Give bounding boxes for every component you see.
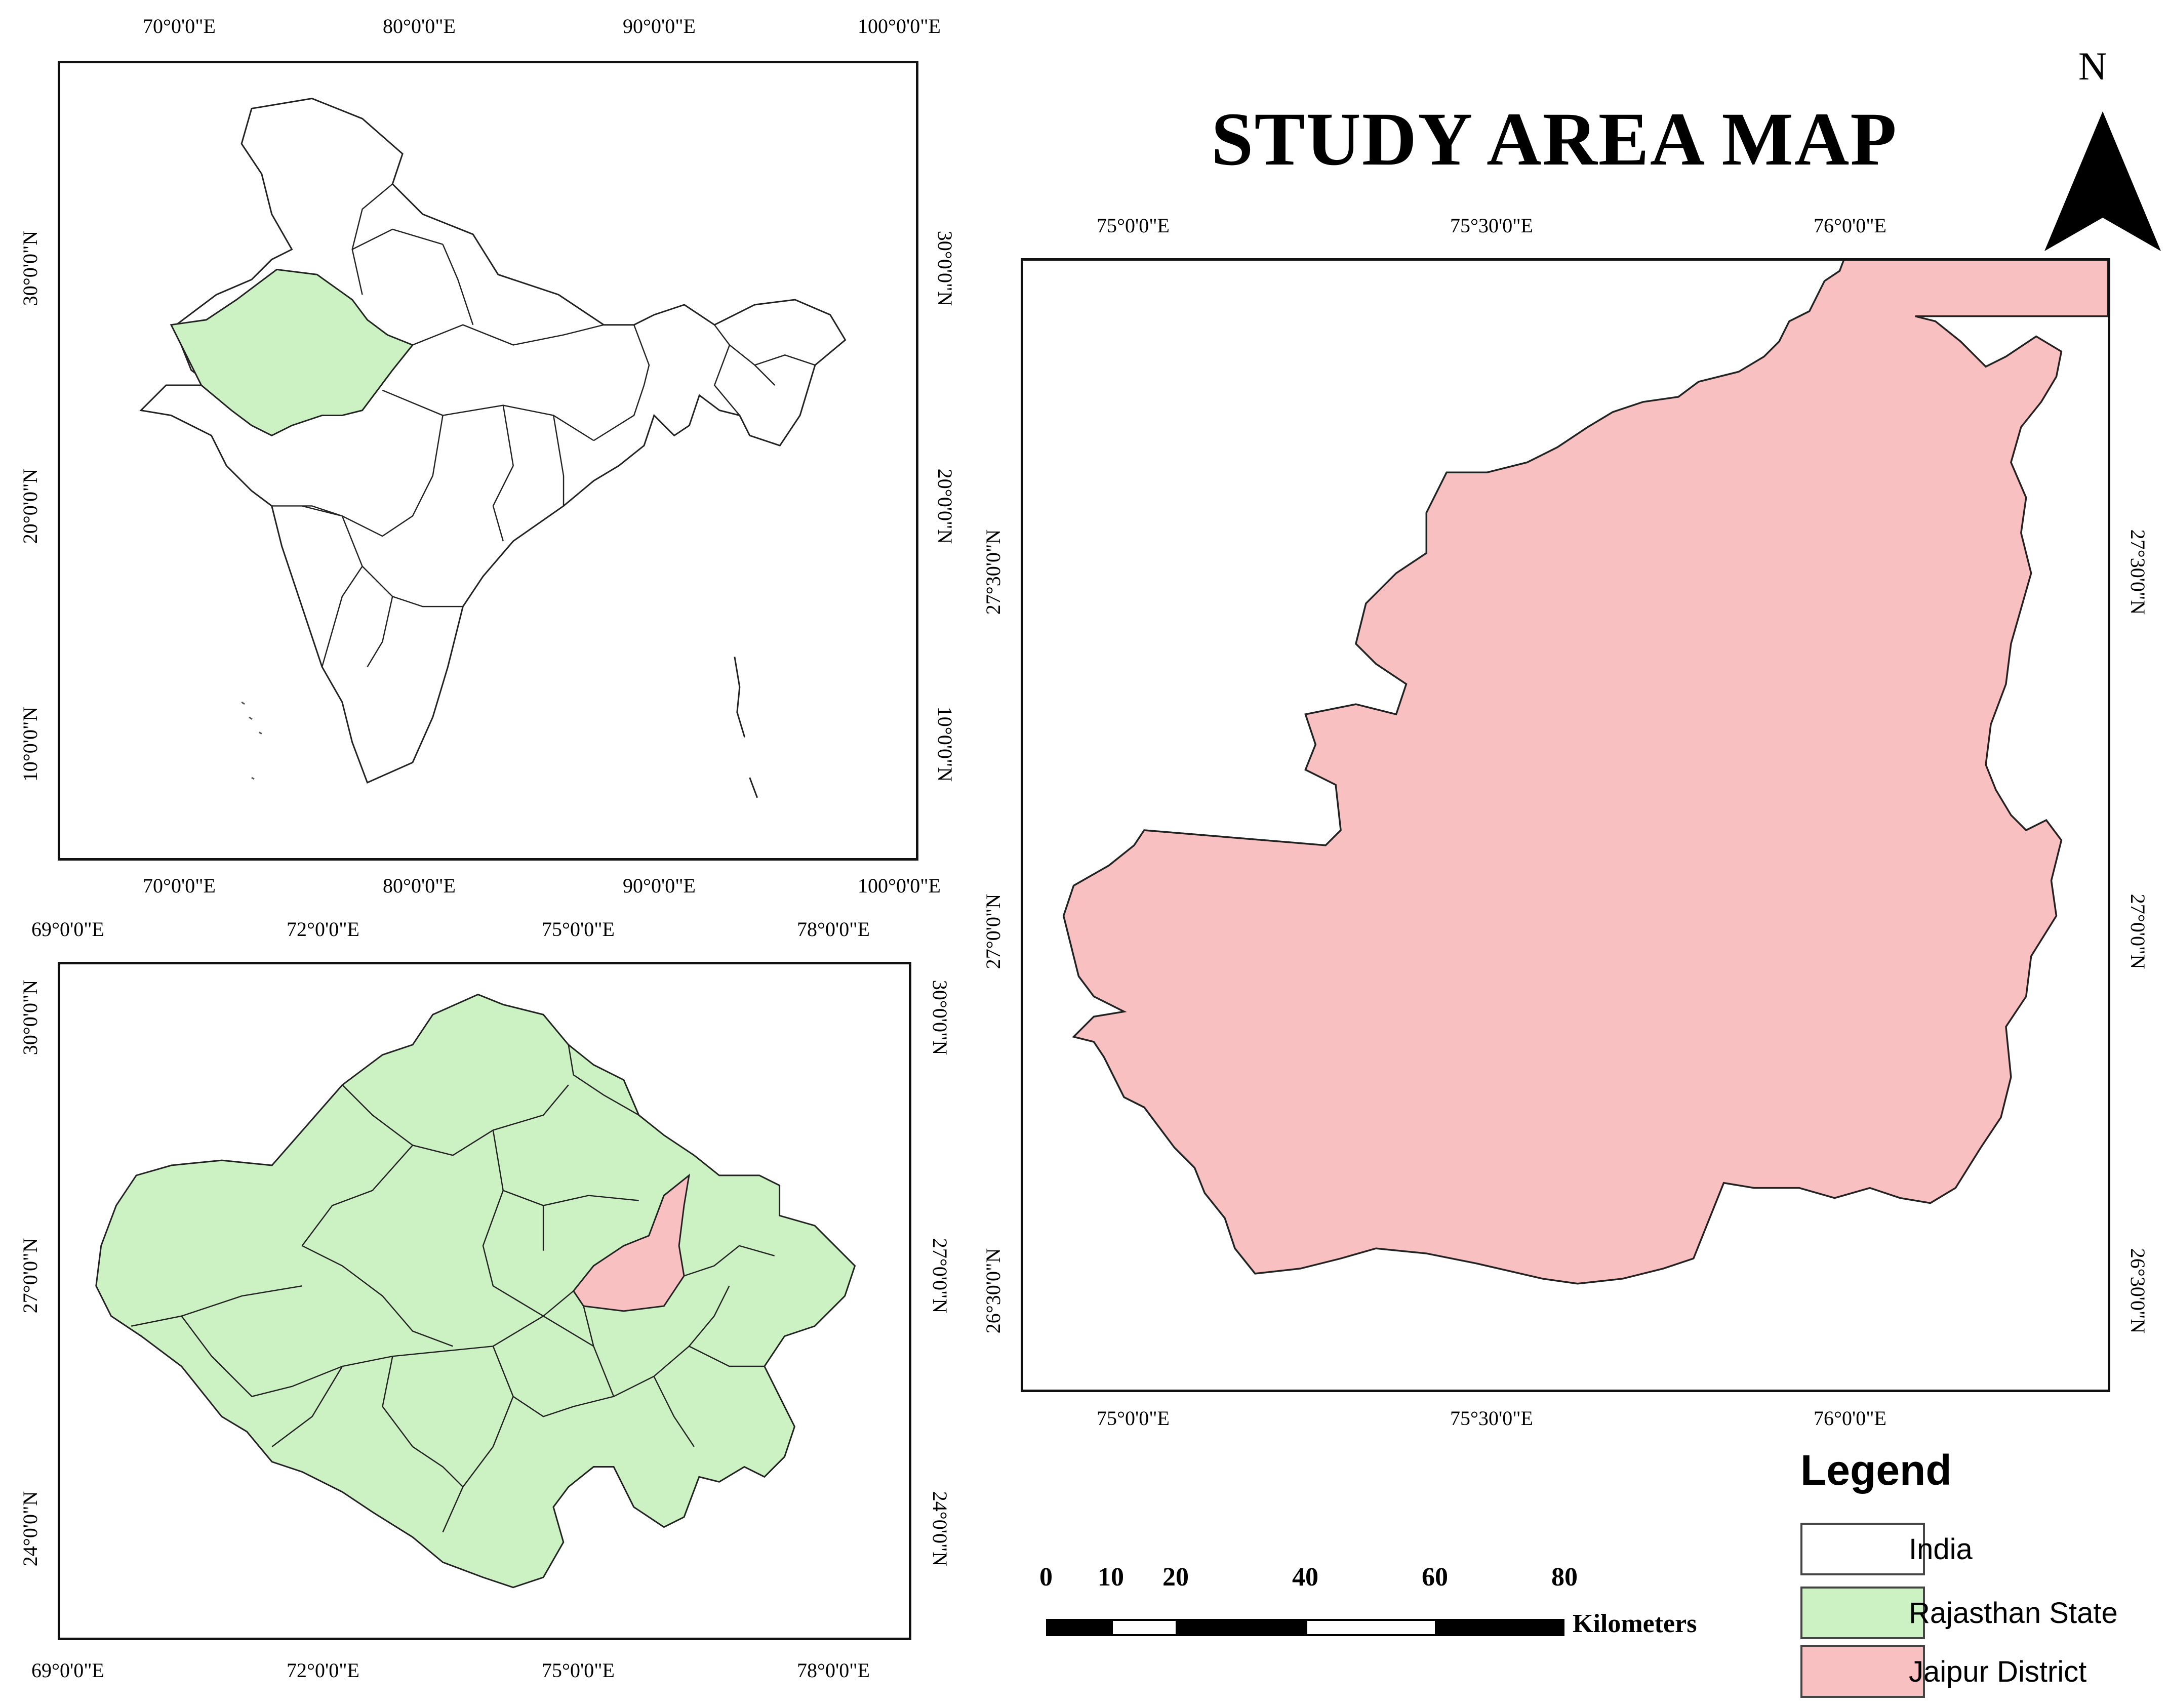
india-lon-top-4: 100°0'0"E bbox=[858, 15, 941, 37]
north-arrow-icon bbox=[2044, 111, 2161, 251]
rajasthan-district-boundaries bbox=[131, 1044, 775, 1533]
north-label: N bbox=[2078, 44, 2107, 88]
raj-lon-bottom-3: 75°0'0"E bbox=[542, 1659, 615, 1682]
india-lon-bottom-3: 90°0'0"E bbox=[623, 874, 696, 897]
india-lon-bottom-4: 100°0'0"E bbox=[858, 874, 941, 897]
india-lat-right-1: 30°0'0"N bbox=[934, 230, 956, 306]
jaipur-lat-right-2: 27°0'0"N bbox=[2126, 893, 2149, 969]
raj-lon-bottom-4: 78°0'0"E bbox=[797, 1659, 870, 1682]
raj-lon-bottom-1: 69°0'0"E bbox=[31, 1659, 104, 1682]
jaipur-lon-bottom-1: 75°0'0"E bbox=[1097, 1407, 1170, 1430]
raj-lon-bottom-2: 72°0'0"E bbox=[287, 1659, 359, 1682]
india-lon-bottom-2: 80°0'0"E bbox=[383, 874, 456, 897]
jaipur-lat-right-1: 27°30'0"N bbox=[2126, 529, 2149, 615]
raj-lon-top-1: 69°0'0"E bbox=[31, 918, 104, 941]
andaman-islands bbox=[734, 657, 758, 798]
rajasthan-map-frame bbox=[58, 962, 911, 1640]
jaipur-on-rajasthan bbox=[572, 1173, 691, 1312]
legend-swatch-jaipur bbox=[1800, 1645, 1925, 1698]
raj-lat-right-2: 27°0'0"N bbox=[929, 1238, 951, 1314]
rajasthan-map bbox=[95, 993, 856, 1589]
jaipur-map-frame bbox=[1021, 258, 2110, 1392]
jaipur-lat-left-1: 27°30'0"N bbox=[982, 529, 1005, 615]
scale-segment-4 bbox=[1305, 1619, 1437, 1636]
india-lat-right-2: 20°0'0"N bbox=[934, 468, 956, 544]
india-lat-right-3: 10°0'0"N bbox=[934, 706, 956, 782]
india-lon-top-2: 80°0'0"E bbox=[383, 15, 456, 37]
scale-bar: 0 10 20 40 60 80 Kilometers bbox=[1039, 1563, 1755, 1640]
scale-label-0: 0 bbox=[1039, 1563, 1053, 1592]
scale-segment-2 bbox=[1111, 1619, 1178, 1636]
scale-label-60: 60 bbox=[1422, 1563, 1448, 1592]
map-title: STUDY AREA MAP bbox=[1211, 97, 1898, 181]
raj-lon-top-3: 75°0'0"E bbox=[542, 918, 615, 941]
scale-label-20: 20 bbox=[1162, 1563, 1189, 1592]
raj-lon-top-4: 78°0'0"E bbox=[797, 918, 870, 941]
india-lon-bottom-1: 70°0'0"E bbox=[143, 874, 216, 897]
india-state-boundaries bbox=[271, 183, 816, 668]
raj-lat-left-3: 24°0'0"N bbox=[19, 1491, 42, 1567]
raj-lon-top-2: 72°0'0"E bbox=[287, 918, 359, 941]
scale-label-10: 10 bbox=[1098, 1563, 1124, 1592]
scale-segment-5 bbox=[1435, 1619, 1564, 1636]
jaipur-lat-left-3: 26°30'0"N bbox=[982, 1248, 1005, 1334]
jaipur-lat-right-3: 26°30'0"N bbox=[2126, 1248, 2149, 1334]
raj-lat-right-1: 30°0'0"N bbox=[929, 980, 951, 1055]
jaipur-lon-top-3: 76°0'0"E bbox=[1814, 214, 1886, 237]
raj-lat-left-2: 27°0'0"N bbox=[19, 1238, 42, 1314]
india-lat-left-1: 30°0'0"N bbox=[19, 230, 42, 306]
india-outline bbox=[139, 98, 847, 784]
india-lat-left-2: 20°0'0"N bbox=[19, 468, 42, 544]
raj-lat-right-3: 24°0'0"N bbox=[929, 1491, 951, 1567]
legend-title: Legend bbox=[1800, 1446, 1952, 1494]
rajasthan-outline bbox=[95, 993, 856, 1589]
india-map bbox=[139, 98, 847, 798]
india-lat-left-3: 10°0'0"N bbox=[19, 706, 42, 782]
legend-label-india: India bbox=[1909, 1533, 1973, 1566]
jaipur-lon-bottom-3: 76°0'0"E bbox=[1814, 1407, 1886, 1430]
legend-label-jaipur: Jaipur District bbox=[1909, 1655, 2087, 1688]
scale-segment-1 bbox=[1046, 1619, 1113, 1636]
legend-label-rajasthan: Rajasthan State bbox=[1909, 1597, 2118, 1630]
raj-lat-left-1: 30°0'0"N bbox=[19, 980, 42, 1055]
india-map-frame bbox=[58, 61, 918, 861]
legend-swatch-india bbox=[1800, 1523, 1925, 1575]
scale-segment-3 bbox=[1176, 1619, 1307, 1636]
legend-swatch-rajasthan bbox=[1800, 1587, 1925, 1639]
jaipur-district-outline bbox=[1062, 261, 2108, 1285]
rajasthan-on-india bbox=[170, 268, 414, 436]
jaipur-lon-top-1: 75°0'0"E bbox=[1097, 214, 1170, 237]
india-lon-top-3: 90°0'0"E bbox=[623, 15, 696, 37]
scale-unit: Kilometers bbox=[1573, 1609, 1697, 1638]
scale-label-80: 80 bbox=[1551, 1563, 1578, 1592]
india-lon-top-1: 70°0'0"E bbox=[143, 15, 216, 37]
jaipur-lon-bottom-2: 75°30'0"E bbox=[1450, 1407, 1533, 1430]
jaipur-lon-top-2: 75°30'0"E bbox=[1450, 214, 1533, 237]
scale-label-40: 40 bbox=[1292, 1563, 1318, 1592]
jaipur-map bbox=[1062, 261, 2108, 1285]
lakshadweep-islands bbox=[241, 701, 262, 780]
jaipur-lat-left-2: 27°0'0"N bbox=[982, 893, 1005, 969]
